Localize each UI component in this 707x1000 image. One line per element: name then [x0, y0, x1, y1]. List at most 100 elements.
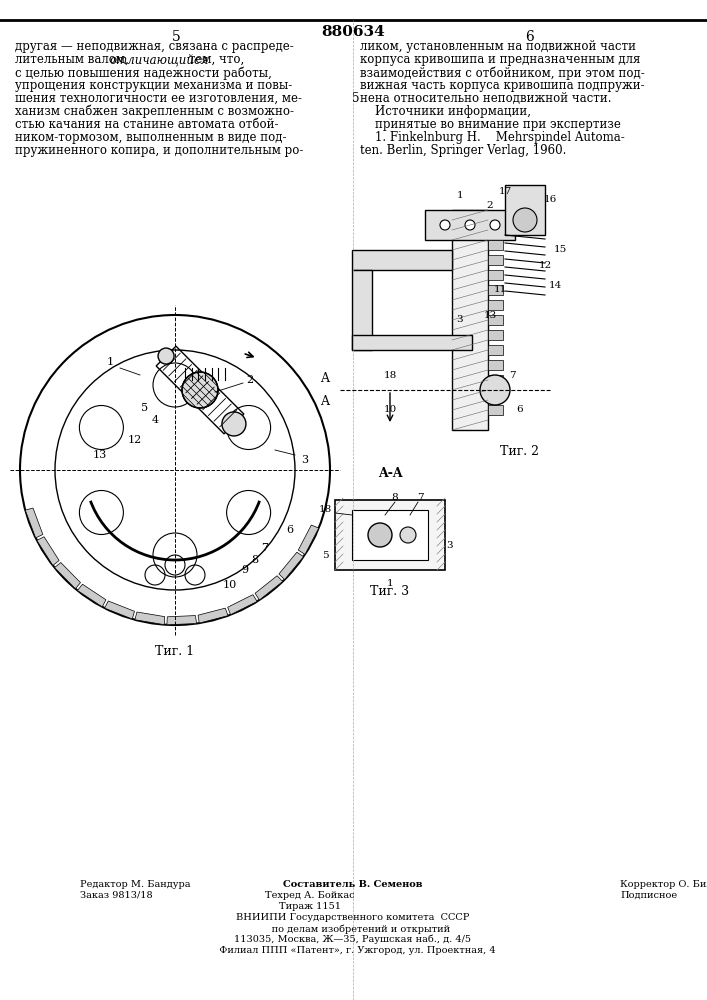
Text: 2: 2	[486, 200, 493, 210]
Text: по делам изобретений и открытий: по делам изобретений и открытий	[256, 924, 450, 934]
Text: Составитель В. Семенов: Составитель В. Семенов	[284, 880, 423, 889]
Text: 18: 18	[318, 506, 332, 514]
Bar	[352, 250, 452, 270]
Text: Тираж 1151: Тираж 1151	[279, 902, 341, 911]
Text: 13: 13	[484, 310, 496, 320]
Polygon shape	[135, 612, 165, 625]
Text: Источники информации,: Источники информации,	[360, 105, 531, 118]
Polygon shape	[78, 584, 106, 607]
Circle shape	[158, 348, 174, 364]
Text: другая — неподвижная, связана с распреде-: другая — неподвижная, связана с распреде…	[15, 40, 293, 53]
Text: Τиг. 1: Τиг. 1	[156, 645, 194, 658]
Text: Τиг. 3: Τиг. 3	[370, 585, 409, 598]
Bar	[488, 375, 503, 385]
Polygon shape	[37, 537, 59, 565]
Text: 17: 17	[498, 188, 512, 196]
Polygon shape	[105, 601, 134, 619]
Text: 2: 2	[247, 375, 254, 385]
Text: взаимодействия с отбойником, при этом под-: взаимодействия с отбойником, при этом по…	[360, 66, 645, 80]
Circle shape	[465, 220, 475, 230]
Text: 18: 18	[383, 370, 397, 379]
Circle shape	[490, 220, 500, 230]
Bar	[488, 240, 503, 250]
Circle shape	[440, 220, 450, 230]
Polygon shape	[198, 608, 228, 623]
Polygon shape	[298, 525, 319, 554]
Circle shape	[513, 208, 537, 232]
Text: ten. Berlin, Springer Verlag, 1960.: ten. Berlin, Springer Verlag, 1960.	[360, 144, 566, 157]
Text: 16: 16	[544, 196, 556, 205]
Bar	[488, 270, 503, 280]
Text: Τиг. 2: Τиг. 2	[501, 445, 539, 458]
Text: A: A	[320, 395, 329, 408]
Bar	[352, 335, 472, 350]
Text: с целью повышения надежности работы,: с целью повышения надежности работы,	[15, 66, 272, 80]
Text: пружиненного копира, и дополнительным ро-: пружиненного копира, и дополнительным ро…	[15, 144, 303, 157]
Polygon shape	[25, 508, 43, 538]
Text: Редактор М. Бандура
Заказ 9813/18: Редактор М. Бандура Заказ 9813/18	[80, 880, 190, 899]
Bar	[488, 360, 503, 370]
Text: 8: 8	[252, 555, 259, 565]
Bar	[488, 255, 503, 265]
Text: Корректор О. Билак
Подписное: Корректор О. Билак Подписное	[620, 880, 707, 899]
Text: 6: 6	[286, 525, 293, 535]
Bar	[352, 510, 428, 560]
Polygon shape	[255, 576, 283, 600]
Bar	[425, 210, 515, 240]
Text: Техред А. Бойкас: Техред А. Бойкас	[265, 891, 355, 900]
Text: корпуса кривошипа и предназначенным для: корпуса кривошипа и предназначенным для	[360, 53, 641, 66]
Text: ханизм снабжен закрепленным с возможно-: ханизм снабжен закрепленным с возможно-	[15, 105, 294, 118]
Text: нена относительно неподвижной части.: нена относительно неподвижной части.	[360, 92, 612, 105]
Text: упрощения конструкции механизма и повы-: упрощения конструкции механизма и повы-	[15, 79, 292, 92]
Polygon shape	[228, 595, 257, 615]
Text: тем, что,: тем, что,	[185, 53, 244, 66]
Text: 7: 7	[262, 543, 269, 553]
Bar	[488, 300, 503, 310]
Text: 14: 14	[549, 280, 561, 290]
Text: 6: 6	[525, 30, 534, 44]
Text: вижная часть корпуса кривошипа подпружи-: вижная часть корпуса кривошипа подпружи-	[360, 79, 645, 92]
Text: 5: 5	[352, 92, 359, 105]
Circle shape	[480, 375, 510, 405]
Text: 12: 12	[128, 435, 142, 445]
Text: A: A	[320, 372, 329, 385]
Text: 880634: 880634	[321, 25, 385, 39]
Text: 1: 1	[457, 190, 463, 200]
Text: 4: 4	[151, 415, 158, 425]
Text: 11: 11	[493, 286, 507, 294]
Text: 5: 5	[172, 30, 180, 44]
Circle shape	[368, 523, 392, 547]
Text: 1: 1	[107, 357, 114, 367]
Bar	[488, 330, 503, 340]
Text: отличающийся: отличающийся	[110, 53, 209, 66]
Text: 7: 7	[416, 492, 423, 502]
Polygon shape	[279, 552, 303, 580]
Bar	[488, 390, 503, 400]
Text: 12: 12	[538, 260, 551, 269]
Text: 5: 5	[141, 403, 148, 413]
Text: лительным валом,: лительным валом,	[15, 53, 132, 66]
Text: 3: 3	[447, 540, 453, 550]
Circle shape	[222, 412, 246, 436]
Text: ликом, установленным на подвижной части: ликом, установленным на подвижной части	[360, 40, 636, 53]
Text: 15: 15	[554, 245, 566, 254]
Text: 3: 3	[301, 455, 308, 465]
Bar	[352, 270, 372, 350]
Text: 6: 6	[517, 406, 523, 414]
Bar	[505, 185, 545, 235]
Text: 10: 10	[383, 406, 397, 414]
Bar	[488, 315, 503, 325]
Circle shape	[182, 372, 218, 408]
Text: 1. Finkelnburg H.    Mehrspindel Automa-: 1. Finkelnburg H. Mehrspindel Automa-	[360, 131, 625, 144]
Text: шения технологичности ее изготовления, ме-: шения технологичности ее изготовления, м…	[15, 92, 302, 105]
Text: A-A: A-A	[378, 467, 402, 480]
Text: 13: 13	[93, 450, 107, 460]
Text: Филиал ППП «Патент», г. Ужгород, ул. Проектная, 4: Филиал ППП «Патент», г. Ужгород, ул. Про…	[210, 946, 496, 955]
Text: 9: 9	[241, 565, 249, 575]
Circle shape	[400, 527, 416, 543]
Text: ВНИИПИ Государственного комитета  СССР: ВНИИПИ Государственного комитета СССР	[236, 913, 469, 922]
Polygon shape	[54, 563, 81, 589]
Text: ником-тормозом, выполненным в виде под-: ником-тормозом, выполненным в виде под-	[15, 131, 286, 144]
Bar	[488, 345, 503, 355]
Text: 7: 7	[509, 370, 515, 379]
